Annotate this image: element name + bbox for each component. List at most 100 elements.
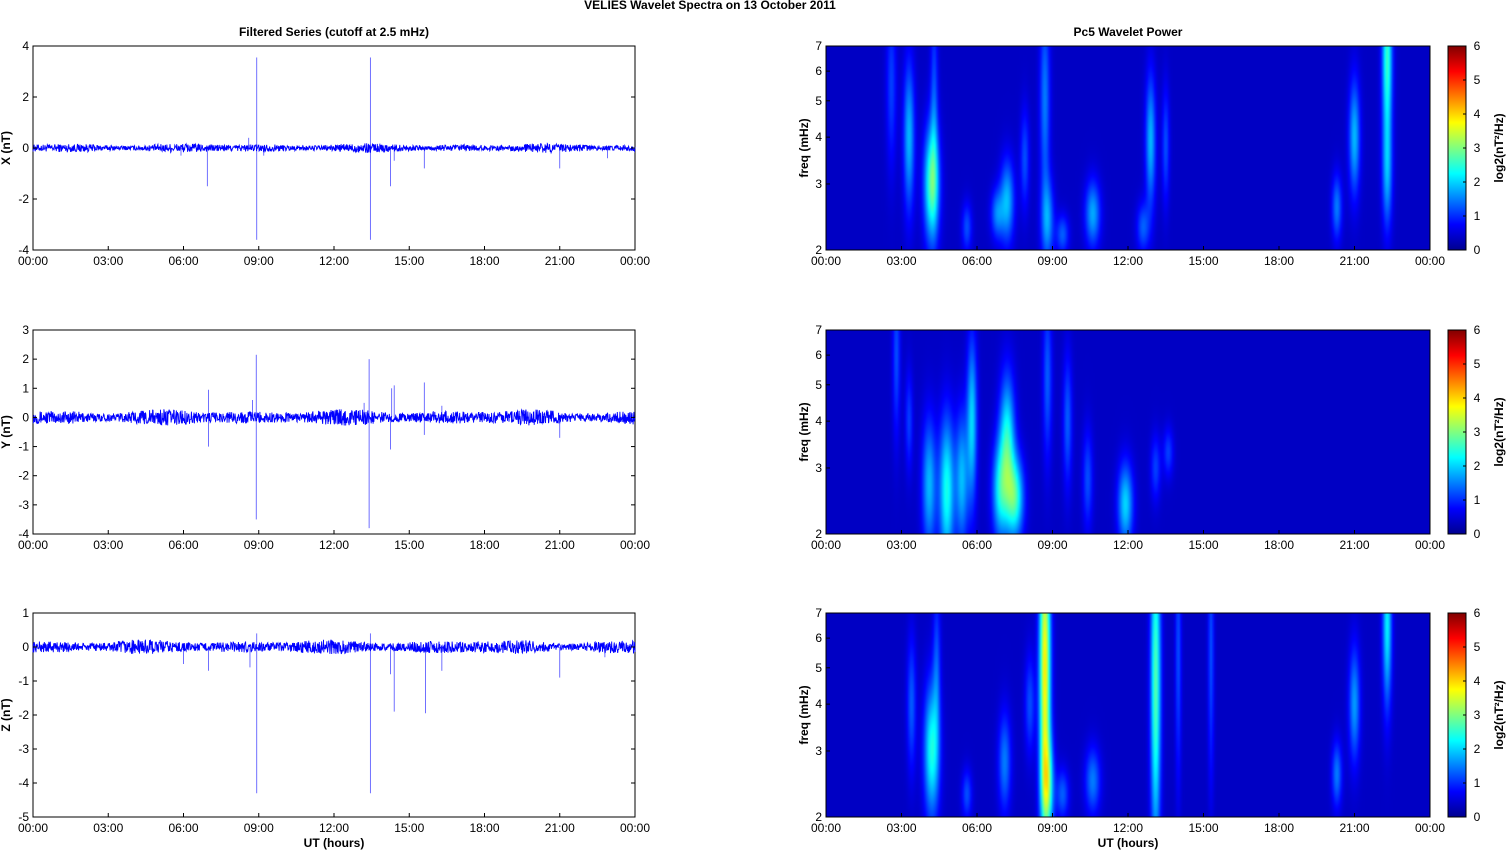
time-series-panel-3: -5 -4 -3 -2 -1 0 1 00:00 03:00 06:00 09:00 12:00 15:… — [0, 606, 650, 850]
y-axis-label: Y (nT) — [0, 415, 13, 449]
colorbar-tick-label: 3 — [1474, 425, 1481, 439]
x-tick-label: 12:00 — [319, 821, 349, 835]
x-tick-label: 03:00 — [886, 821, 916, 835]
x-tick-label: 12:00 — [1113, 254, 1143, 268]
x-tick-label: 03:00 — [886, 254, 916, 268]
y-tick-label: -2 — [18, 708, 29, 722]
colorbar-label: log2(nT²/Hz) — [1492, 397, 1506, 466]
colorbar-tick-label: 2 — [1474, 459, 1481, 473]
x-tick-label: 00:00 — [1415, 821, 1445, 835]
colorbar-tick-label: 6 — [1474, 39, 1481, 53]
x-tick-label: 00:00 — [18, 538, 48, 552]
y-tick-label: 5 — [815, 94, 822, 108]
colorbar-tick-label: 6 — [1474, 323, 1481, 337]
x-tick-label: 18:00 — [469, 254, 499, 268]
y-tick-label: 2 — [22, 352, 29, 366]
y-tick-label: 6 — [815, 348, 822, 362]
colorbar-tick-label: 5 — [1474, 73, 1481, 87]
colorbar-label: log2(nT²/Hz) — [1492, 680, 1506, 749]
wavelet-panel-3: 2 3 4 5 6 7 00:00 03:00 06:00 09:00 12:00 15:00 18:0… — [797, 606, 1506, 850]
x-tick-label: 12:00 — [319, 538, 349, 552]
y-tick-label: 7 — [815, 39, 822, 53]
x-tick-label: 21:00 — [1339, 538, 1369, 552]
y-tick-label: 3 — [815, 461, 822, 475]
x-tick-label: 00:00 — [1415, 538, 1445, 552]
colorbar-tick-label: 3 — [1474, 141, 1481, 155]
x-tick-label: 03:00 — [886, 538, 916, 552]
colorbar-tick-label: 0 — [1474, 527, 1481, 541]
colorbar-tick-label: 2 — [1474, 175, 1481, 189]
x-tick-label: 00:00 — [18, 254, 48, 268]
y-tick-label: 2 — [815, 810, 822, 824]
y-tick-label: -1 — [18, 440, 29, 454]
time-series-panel-1: -4 -2 0 2 4 00:00 03:00 06:00 09:00 12:00 15:00 18:… — [0, 39, 650, 268]
x-tick-label: 06:00 — [962, 254, 992, 268]
y-tick-label: 2 — [815, 527, 822, 541]
series-line — [32, 639, 636, 655]
x-tick-label: 09:00 — [1037, 538, 1067, 552]
x-tick-label: 00:00 — [620, 254, 650, 268]
y-tick-label: -5 — [18, 810, 29, 824]
x-tick-label: 21:00 — [545, 821, 575, 835]
wavelet-panel-1: 2 3 4 5 6 7 00:00 03:00 06:00 09:00 12:00 15:00 18:0… — [797, 39, 1506, 268]
time-series-panel-2: -4 -3 -2 -1 0 1 2 3 00:00 03:00 06:00 09:00 12:00 15:… — [0, 323, 650, 552]
y-tick-label: 5 — [815, 661, 822, 675]
x-tick-label: 18:00 — [469, 821, 499, 835]
colorbar-tick-label: 4 — [1474, 674, 1481, 688]
y-tick-label: 6 — [815, 631, 822, 645]
colorbar-tick-label: 6 — [1474, 606, 1481, 620]
wavelet-heatmap — [826, 613, 1430, 817]
x-tick-label: 15:00 — [1188, 538, 1218, 552]
wavelet-heatmap — [826, 330, 1430, 534]
y-tick-label: -4 — [18, 243, 29, 257]
x-tick-label: 12:00 — [1113, 821, 1143, 835]
y-tick-label: 0 — [22, 640, 29, 654]
y-tick-label: 6 — [815, 64, 822, 78]
x-axis-label: UT (hours) — [1098, 836, 1159, 850]
x-tick-label: 03:00 — [93, 821, 123, 835]
x-tick-label: 09:00 — [244, 254, 274, 268]
colorbar-tick-label: 2 — [1474, 742, 1481, 756]
colorbar-label: log2(nT²/Hz) — [1492, 113, 1506, 182]
x-tick-label: 00:00 — [811, 538, 841, 552]
right-panel-title: Pc5 Wavelet Power — [1074, 25, 1183, 39]
x-tick-label: 15:00 — [1188, 821, 1218, 835]
y-tick-label: -4 — [18, 776, 29, 790]
x-tick-label: 18:00 — [1264, 254, 1294, 268]
colorbar-tick-label: 5 — [1474, 357, 1481, 371]
plot-area — [32, 329, 636, 535]
colorbar-tick-label: 1 — [1474, 493, 1481, 507]
y-axis-label: freq (mHz) — [797, 118, 811, 177]
x-tick-label: 06:00 — [962, 538, 992, 552]
x-tick-label: 06:00 — [168, 538, 198, 552]
y-tick-label: 3 — [815, 177, 822, 191]
y-tick-label: 3 — [815, 744, 822, 758]
y-tick-label: 0 — [22, 410, 29, 424]
x-tick-label: 18:00 — [1264, 538, 1294, 552]
y-axis-label: Z (nT) — [0, 698, 13, 731]
colorbar-tick-label: 1 — [1474, 209, 1481, 223]
x-tick-label: 00:00 — [18, 821, 48, 835]
x-tick-label: 12:00 — [319, 254, 349, 268]
colorbar-tick-label: 5 — [1474, 640, 1481, 654]
x-tick-label: 21:00 — [545, 254, 575, 268]
y-tick-label: 2 — [815, 243, 822, 257]
figure-title: VELIES Wavelet Spectra on 13 October 201… — [584, 0, 836, 12]
colorbar-tick-label: 0 — [1474, 243, 1481, 257]
x-tick-label: 18:00 — [1264, 821, 1294, 835]
y-tick-label: 7 — [815, 606, 822, 620]
y-tick-label: 4 — [22, 39, 29, 53]
x-tick-label: 21:00 — [545, 538, 575, 552]
y-axis-label: X (nT) — [0, 131, 13, 165]
y-tick-label: 5 — [815, 378, 822, 392]
x-tick-label: 09:00 — [1037, 821, 1067, 835]
y-tick-label: 3 — [22, 323, 29, 337]
y-tick-label: 0 — [22, 141, 29, 155]
x-tick-label: 09:00 — [1037, 254, 1067, 268]
x-tick-label: 00:00 — [811, 254, 841, 268]
y-tick-label: 4 — [815, 697, 822, 711]
y-axis-label: freq (mHz) — [797, 685, 811, 744]
x-tick-label: 00:00 — [811, 821, 841, 835]
y-axis-label: freq (mHz) — [797, 402, 811, 461]
